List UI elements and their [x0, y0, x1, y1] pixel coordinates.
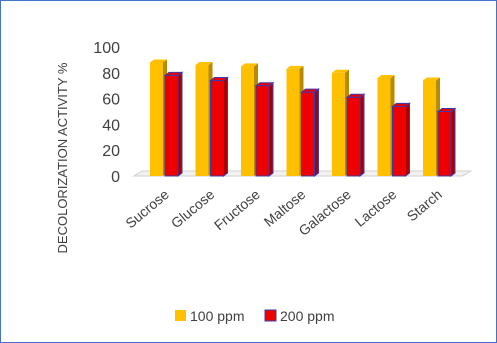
legend-label-100ppm: 100 ppm [190, 308, 244, 324]
category-label-starch: Starch [404, 186, 445, 224]
bar-galactose-100ppm [332, 69, 349, 176]
bars-group [150, 59, 457, 177]
y-axis-title: DECOLORIZATION ACTIVITY % [55, 62, 70, 253]
bar-lactose-100ppm [377, 74, 395, 176]
category-label-glucose: Glucose [168, 186, 218, 231]
bar-front [437, 111, 452, 177]
bar-front [332, 72, 345, 176]
bar-side [405, 102, 410, 177]
legend-swatch-100ppm [175, 310, 186, 321]
bar-front [377, 77, 391, 176]
bar-front [301, 91, 315, 177]
bar-front [392, 105, 406, 177]
bar-side [450, 107, 456, 177]
bar-side [314, 88, 319, 177]
bar-top [332, 69, 349, 73]
bar-front [255, 85, 270, 177]
bar-galactose-200ppm [345, 93, 366, 177]
y-tick-label: 0 [111, 169, 120, 186]
bar-top [195, 62, 213, 66]
bar-front [150, 62, 163, 177]
bar-side [268, 81, 274, 177]
bar-top [150, 59, 167, 63]
y-tick-label: 80 [102, 66, 120, 83]
bar-top [286, 65, 304, 69]
bar-maltose-200ppm [300, 88, 320, 177]
y-axis-ticks: 0 20 40 60 80 100 [93, 40, 120, 186]
bar-sucrose-100ppm [150, 59, 167, 177]
bar-front [346, 96, 361, 177]
bar-fructose-100ppm [241, 63, 258, 176]
bar-maltose-100ppm [286, 65, 304, 176]
bar-fructose-200ppm [254, 81, 275, 177]
bar-side [177, 71, 183, 177]
bar-front [210, 80, 224, 177]
bar-front [286, 68, 300, 176]
legend: 100 ppm 200 ppm [175, 308, 334, 324]
legend-swatch-200ppm [264, 309, 277, 322]
bar-starch-100ppm [423, 77, 440, 176]
legend-label-200ppm: 200 ppm [280, 308, 334, 324]
bar-lactose-200ppm [391, 102, 411, 177]
bar-front [423, 80, 436, 176]
bar-starch-200ppm [436, 107, 457, 177]
bar-top [241, 63, 258, 67]
bar-top [423, 77, 440, 81]
y-tick-label: 60 [102, 92, 120, 109]
bar-front [195, 65, 209, 176]
category-label-lactose: Lactose [352, 186, 400, 230]
bar-top [377, 74, 395, 78]
bar-front [241, 66, 254, 176]
category-label-fructose: Fructose [211, 186, 263, 233]
y-tick-label: 40 [102, 117, 120, 134]
category-label-sucrose: Sucrose [122, 186, 172, 231]
bar-side [359, 93, 365, 177]
bar-front [164, 74, 179, 177]
bar-side [223, 76, 228, 177]
bar-sucrose-200ppm [163, 71, 184, 177]
y-tick-label: 20 [102, 143, 120, 160]
y-tick-label: 100 [93, 40, 120, 57]
bar-glucose-100ppm [195, 62, 213, 177]
bar-glucose-200ppm [209, 76, 229, 177]
category-labels: SucroseGlucoseFructoseMaltoseGalactoseLa… [122, 186, 445, 239]
